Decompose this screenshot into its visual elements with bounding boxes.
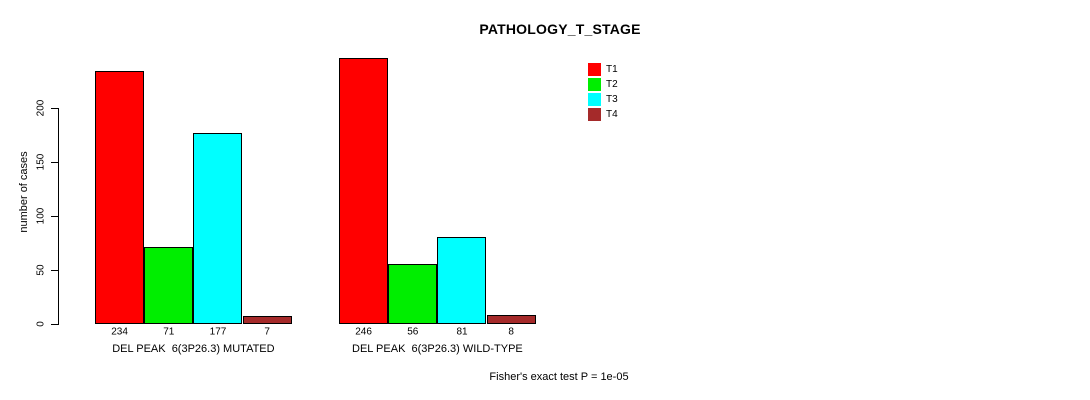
group-label-1: DEL PEAK 6(3P26.3) MUTATED: [112, 343, 275, 355]
bar-value-label: 8: [508, 326, 514, 338]
bar-t4-group-2: [487, 315, 536, 324]
legend-label: T2: [606, 79, 618, 90]
bar-t4-group-1: [243, 316, 292, 324]
y-axis-tick: [51, 216, 59, 217]
bar-value-label: 81: [456, 326, 468, 338]
legend-row-t4: T4: [588, 108, 618, 121]
legend-row-t3: T3: [588, 93, 618, 106]
legend-swatch-t3: [588, 93, 601, 106]
legend-swatch-t1: [588, 63, 601, 76]
legend-row-t1: T1: [588, 63, 618, 76]
bar-t1-group-1: [95, 71, 144, 324]
legend-swatch-t2: [588, 78, 601, 91]
group-label-2: DEL PEAK 6(3P26.3) WILD-TYPE: [352, 343, 523, 355]
legend-label: T4: [606, 109, 618, 120]
legend-swatch-t4: [588, 108, 601, 121]
bar-value-label: 7: [264, 326, 270, 338]
bar-t3-group-2: [437, 237, 486, 324]
bar-value-label: 234: [111, 326, 128, 338]
y-axis-tick-label: 0: [35, 321, 47, 327]
chart-title: PATHOLOGY_T_STAGE: [479, 21, 641, 37]
fisher-test-annotation: Fisher's exact test P = 1e-05: [489, 371, 629, 383]
y-axis-label: number of cases: [18, 151, 30, 233]
y-axis-tick: [51, 162, 59, 163]
bar-value-label: 71: [163, 326, 175, 338]
bar-t2-group-1: [144, 247, 193, 324]
y-axis-tick-label: 150: [35, 153, 47, 171]
legend-label: T1: [606, 64, 618, 75]
legend-row-t2: T2: [588, 78, 618, 91]
bar-value-label: 177: [209, 326, 227, 338]
bar-t1-group-2: [339, 58, 388, 324]
y-axis-tick: [51, 270, 59, 271]
y-axis-tick-label: 50: [35, 264, 47, 276]
bar-value-label: 246: [355, 326, 372, 338]
bar-value-label: 56: [407, 326, 419, 338]
bar-t3-group-1: [193, 133, 242, 324]
bar-t2-group-2: [388, 264, 437, 324]
y-axis-tick: [51, 324, 59, 325]
y-axis-tick-label: 100: [35, 207, 47, 225]
legend: T1 T2 T3 T4: [588, 63, 618, 123]
y-axis-tick: [51, 108, 59, 109]
y-axis-tick-label: 200: [35, 99, 47, 117]
legend-label: T3: [606, 94, 618, 105]
